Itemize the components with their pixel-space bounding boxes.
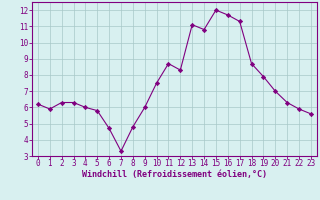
X-axis label: Windchill (Refroidissement éolien,°C): Windchill (Refroidissement éolien,°C)	[82, 170, 267, 179]
